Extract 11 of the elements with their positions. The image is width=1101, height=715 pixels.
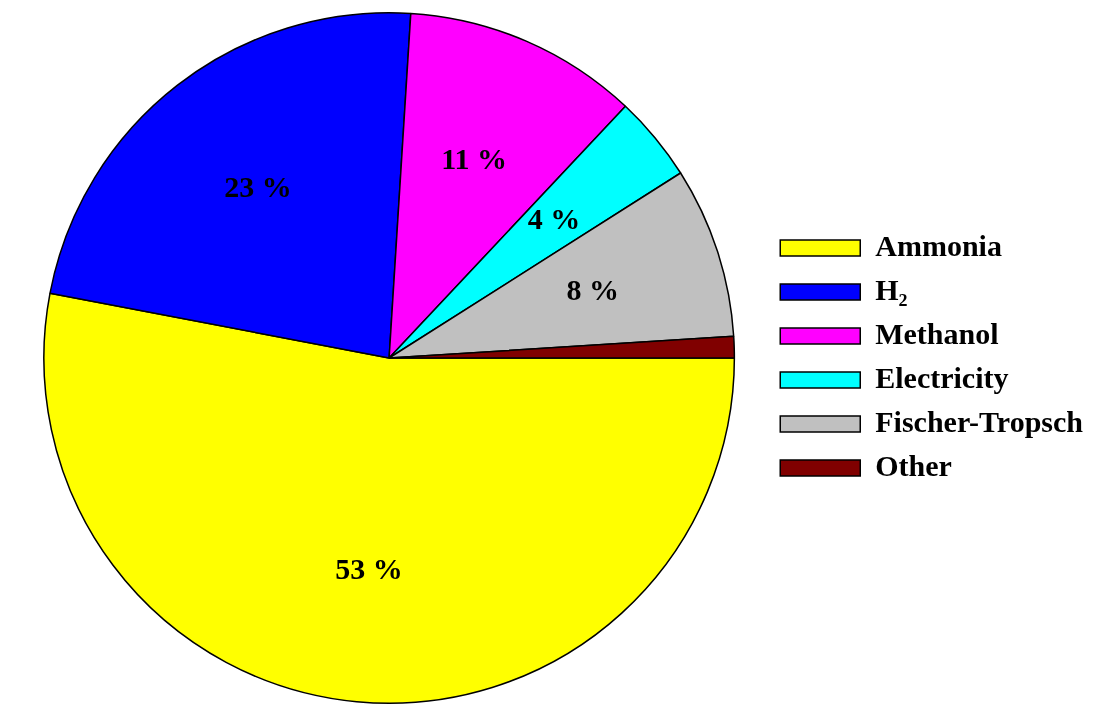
data-label: 53 % — [335, 551, 403, 585]
legend-label: Other — [875, 448, 952, 482]
data-label: 23 % — [224, 169, 292, 203]
legend-label: Ammonia — [875, 228, 1002, 262]
legend-label: H₂ — [875, 272, 908, 306]
legend-label: Fischer-Tropsch — [875, 404, 1084, 438]
data-label: 8 % — [566, 272, 619, 306]
legend-label: Electricity — [875, 360, 1009, 394]
legend-label: Methanol — [875, 316, 999, 350]
data-label: 4 % — [527, 202, 581, 236]
data-label: 11 % — [441, 142, 508, 176]
